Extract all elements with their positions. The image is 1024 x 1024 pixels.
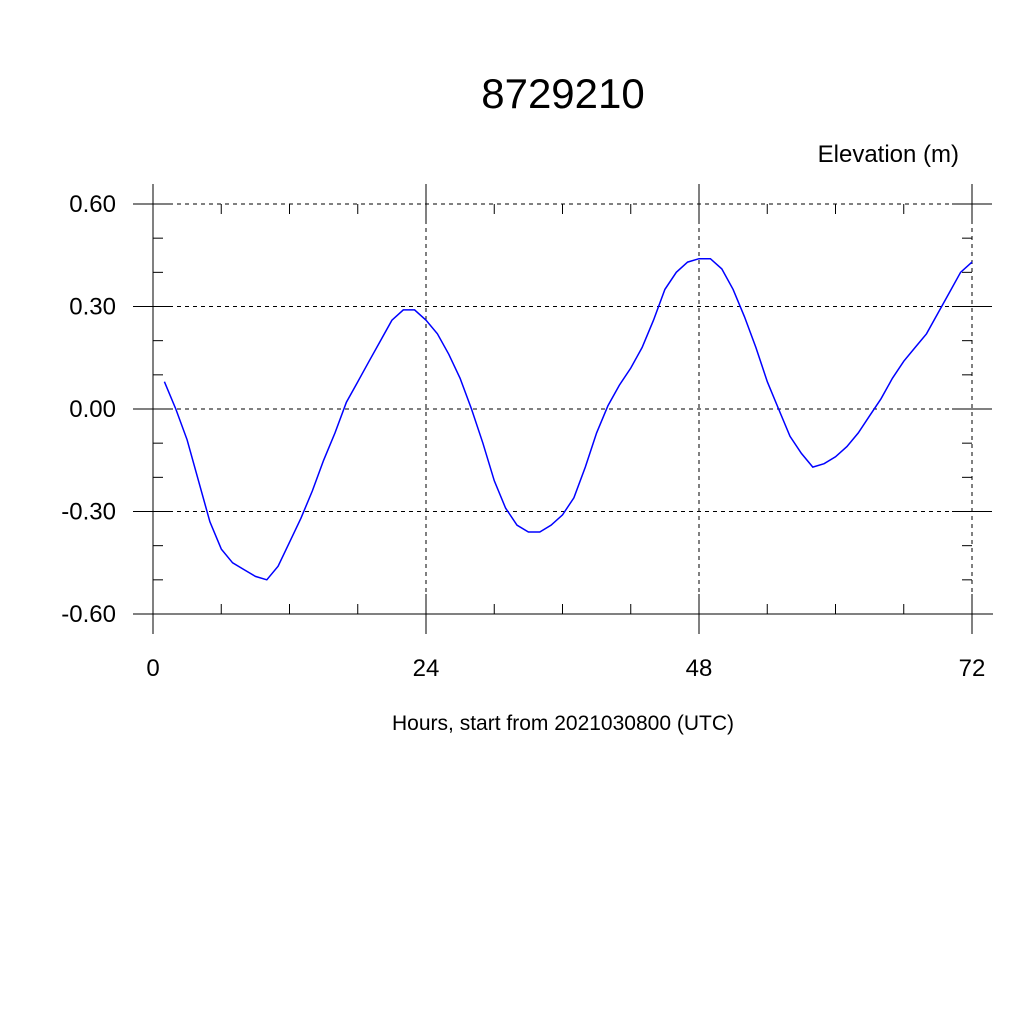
x-tick-label: 72 <box>959 655 986 682</box>
x-axis-label: Hours, start from 2021030800 (UTC) <box>392 712 734 735</box>
y-tick-label: 0.60 <box>69 191 116 218</box>
chart-title: 8729210 <box>481 70 645 117</box>
y-tick-label: 0.00 <box>69 396 116 423</box>
series-layer <box>163 257 973 581</box>
x-tick-label: 48 <box>686 655 713 682</box>
y-tick-label: -0.60 <box>61 601 116 628</box>
x-tick-label: 0 <box>146 655 159 682</box>
x-tick-label: 24 <box>413 655 440 682</box>
y-tick-label: -0.30 <box>61 499 116 526</box>
tick-labels: -0.60 -0.30 0.00 0.30 0.60 0 24 48 72 <box>61 191 985 682</box>
y-tick-label: 0.30 <box>69 294 116 321</box>
elevation-series-line <box>163 257 973 581</box>
axes <box>133 184 993 634</box>
grid <box>152 203 973 615</box>
y-axis-label: Elevation (m) <box>818 141 959 168</box>
